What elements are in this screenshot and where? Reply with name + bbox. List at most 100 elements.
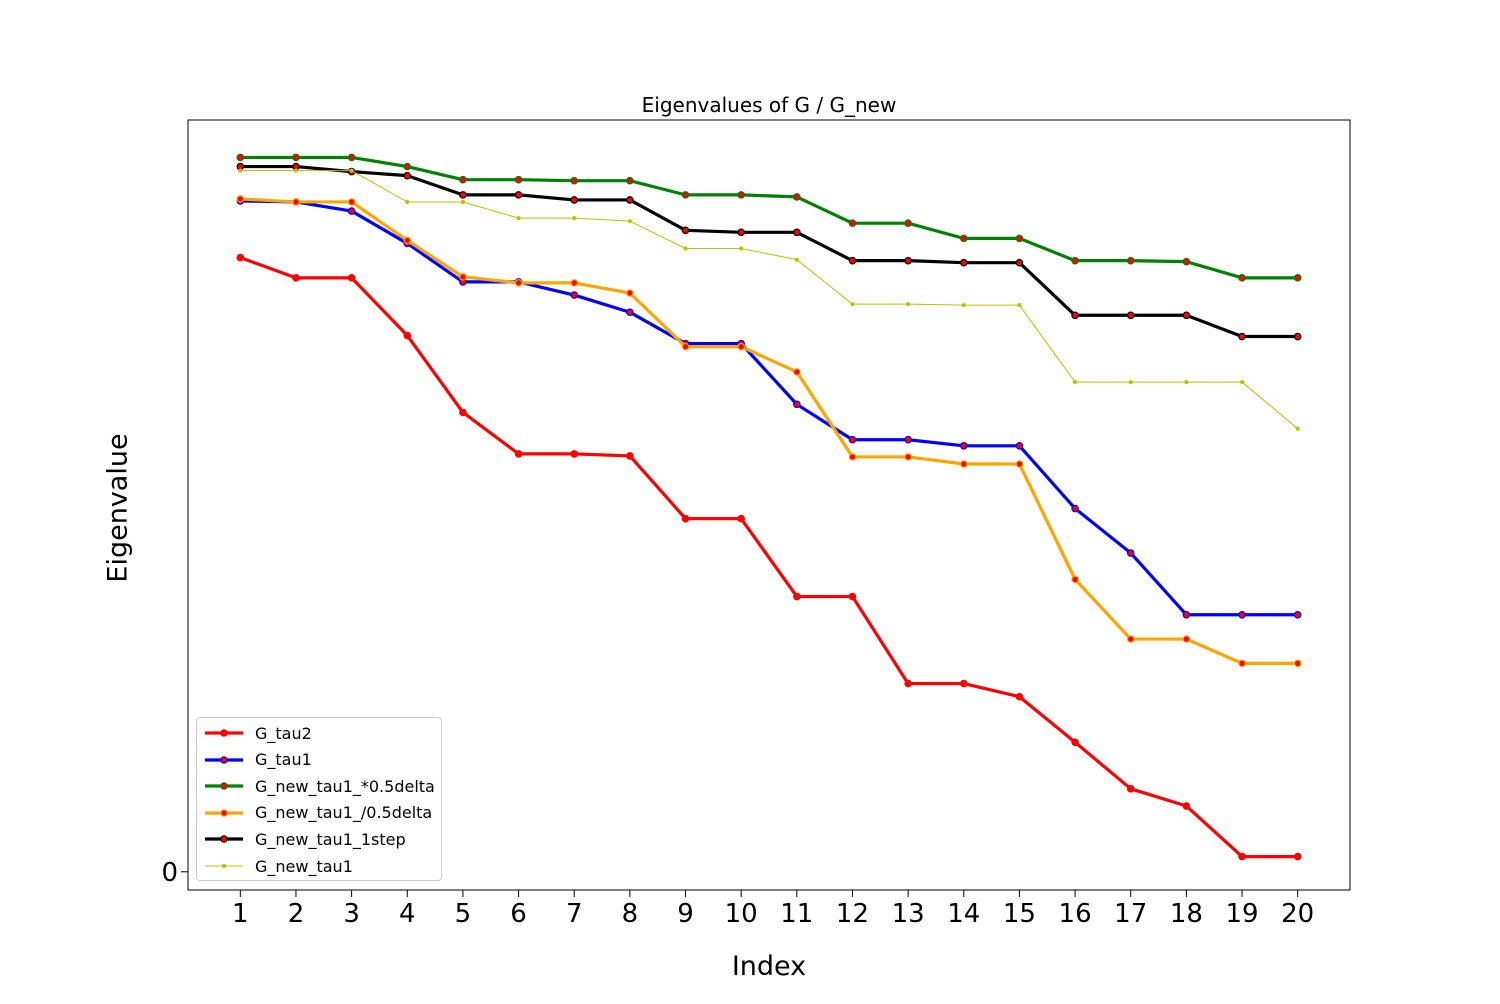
series-group (236, 153, 1302, 861)
legend-swatch (205, 808, 243, 817)
data-point (238, 168, 243, 173)
data-point (292, 274, 300, 282)
data-point (737, 191, 745, 199)
data-point (1293, 852, 1302, 861)
legend-item: G_new_tau1_/0.5delta (203, 800, 432, 826)
x-tick-label: 18 (1170, 899, 1203, 929)
data-point (516, 216, 521, 221)
data-point (793, 193, 801, 201)
legend-swatch (205, 782, 243, 790)
data-point (1182, 610, 1191, 619)
legend-label: G_new_tau1_1step (255, 829, 406, 849)
data-point (236, 153, 245, 162)
data-point (349, 168, 354, 173)
data-point (1071, 311, 1079, 320)
y-axis-ticks: 0 (161, 858, 188, 888)
data-point (347, 198, 356, 206)
data-point (793, 400, 801, 409)
data-point (626, 176, 634, 185)
data-point (1238, 274, 1246, 282)
data-point (1015, 234, 1024, 243)
data-point (904, 256, 912, 265)
data-point (403, 331, 412, 340)
x-tick-label: 16 (1059, 899, 1092, 929)
data-point (514, 191, 523, 199)
legend-item: G_new_tau1_*0.5delta (203, 773, 435, 799)
series-line (240, 164, 1298, 339)
data-point (1295, 426, 1300, 431)
x-tick-label: 6 (510, 899, 527, 929)
data-point (1182, 635, 1191, 643)
data-point (459, 273, 467, 281)
series-G_tau2 (236, 253, 1302, 861)
data-point (1184, 379, 1189, 385)
data-point (405, 199, 410, 205)
x-tick-label: 8 (622, 899, 639, 929)
data-point (848, 592, 857, 601)
data-point (848, 453, 857, 461)
data-point (793, 592, 801, 601)
data-point (1238, 852, 1246, 861)
legend-label: G_new_tau1 (255, 856, 353, 876)
series-line (239, 256, 1298, 859)
legend-label: G_new_tau1_*0.5delta (255, 776, 435, 796)
data-point (1293, 659, 1302, 668)
data-point (737, 514, 745, 523)
legend-item: G_tau1 (203, 747, 312, 773)
data-point (1071, 504, 1079, 513)
data-point (1182, 802, 1191, 810)
data-point (959, 258, 968, 267)
data-point (959, 234, 968, 243)
data-point (459, 175, 467, 184)
data-point (794, 257, 799, 262)
data-point (959, 679, 968, 688)
data-point (403, 236, 412, 245)
data-point (459, 191, 467, 199)
data-point (460, 199, 466, 205)
y-tick-label: 0 (161, 858, 178, 888)
legend-item: G_new_tau1 (203, 853, 353, 879)
data-point (403, 171, 412, 180)
data-point (793, 368, 801, 376)
series-line (240, 170, 1299, 429)
legend-label: G_new_tau1_/0.5delta (255, 803, 433, 823)
data-point (570, 196, 579, 204)
x-tick-label: 7 (566, 899, 583, 929)
data-point (1015, 692, 1024, 701)
series-line (240, 155, 1298, 280)
data-point (236, 195, 245, 203)
data-point (1126, 635, 1135, 643)
data-point (681, 226, 690, 235)
data-point (739, 246, 744, 251)
data-point (626, 289, 634, 297)
data-point (1128, 379, 1133, 385)
x-tick-label: 5 (455, 899, 472, 929)
series-G_new_tau1 (238, 168, 1300, 431)
series-G_new_tau1_1step (236, 162, 1302, 341)
data-point (514, 450, 523, 458)
x-tick-label: 9 (677, 899, 694, 929)
data-point (1293, 610, 1302, 619)
data-point (1072, 379, 1078, 385)
data-point (1071, 738, 1079, 747)
data-point (906, 302, 911, 307)
x-tick-label: 10 (725, 899, 758, 929)
data-point (737, 228, 745, 237)
legend-item: G_new_tau1_1step (203, 826, 406, 852)
data-point (292, 153, 300, 162)
series-line (240, 197, 1298, 665)
data-point (570, 176, 579, 185)
data-point (904, 219, 912, 228)
x-tick-label: 19 (1225, 899, 1258, 929)
data-point (793, 228, 801, 237)
data-point (626, 196, 634, 204)
data-point (626, 308, 634, 317)
legend-swatch (205, 835, 243, 844)
data-point (626, 452, 634, 460)
legend-swatch (205, 755, 243, 764)
x-tick-label: 2 (288, 899, 305, 929)
data-point (737, 342, 745, 351)
data-point (848, 219, 857, 228)
data-point (572, 216, 577, 221)
data-point (1015, 460, 1024, 468)
